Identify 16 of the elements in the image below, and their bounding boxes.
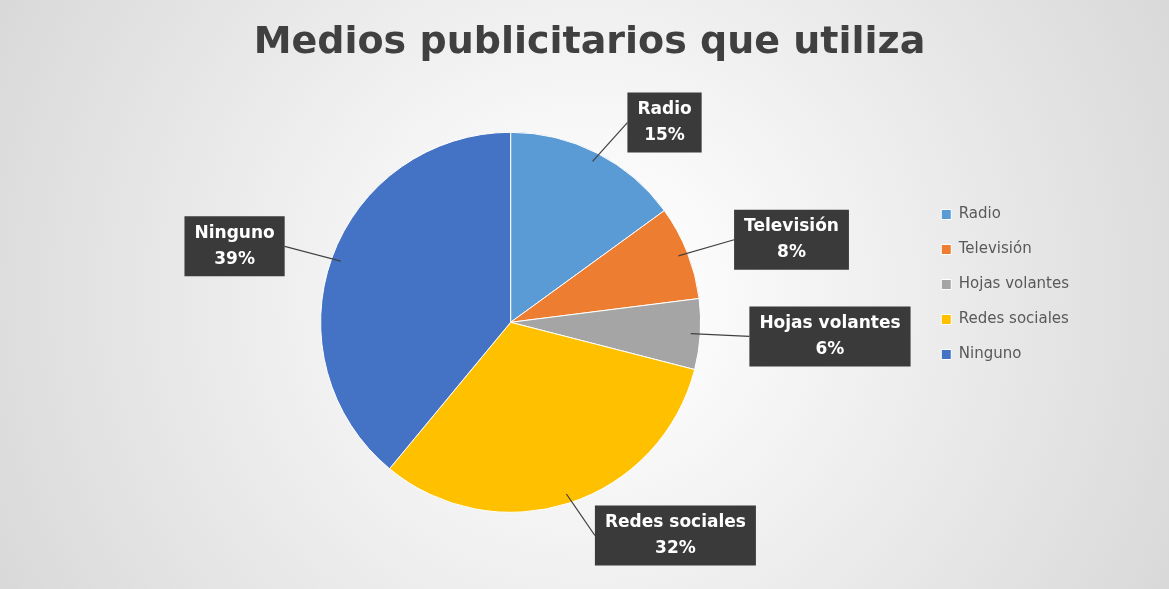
- data-label: 32%: [655, 536, 696, 557]
- chart-title: Medios publicitarios que utiliza: [253, 17, 926, 62]
- slice-label: Ninguno: [194, 221, 275, 242]
- legend-label: Ninguno: [958, 344, 1022, 363]
- data-label: 8%: [777, 241, 806, 262]
- data-label: 6%: [815, 337, 845, 358]
- legend-label: Hojas volantes: [958, 274, 1070, 293]
- data-label: 39%: [214, 247, 255, 268]
- legend-label: Redes sociales: [958, 309, 1070, 328]
- slice-label: Radio: [637, 97, 692, 118]
- slice-label: Redes sociales: [604, 510, 746, 531]
- slice-label: Televisión: [744, 215, 839, 236]
- data-label: 15%: [644, 123, 685, 144]
- legend-label: Radio: [958, 204, 1001, 223]
- legend-label: Televisión: [957, 239, 1032, 258]
- slice-label: Hojas volantes: [759, 311, 901, 332]
